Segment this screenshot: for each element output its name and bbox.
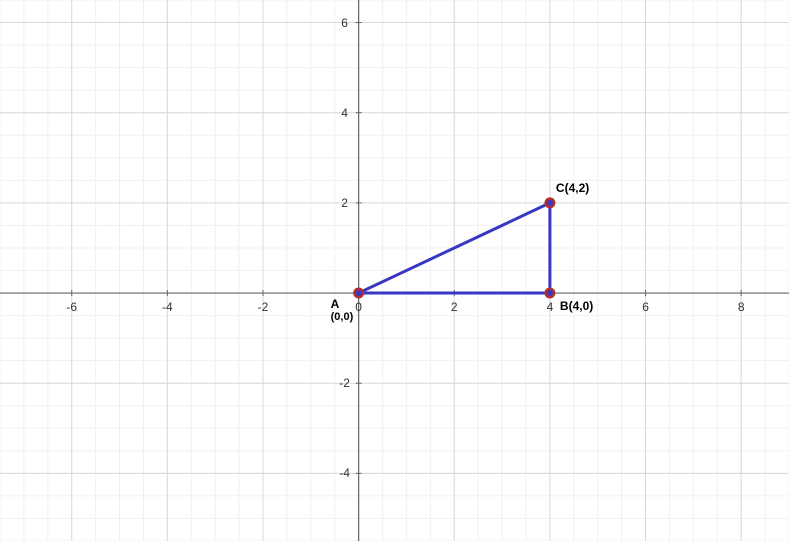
point-label-A: A(0,0) — [331, 297, 354, 323]
plot-svg — [0, 0, 789, 541]
point-label-B: B(4,0) — [560, 299, 593, 313]
x-tick-label: -2 — [258, 300, 269, 314]
y-tick-label: 2 — [341, 196, 348, 210]
point-label-main: A — [331, 297, 354, 311]
x-tick-label: -4 — [162, 300, 173, 314]
vertex-marker-inner — [547, 290, 553, 296]
y-tick-label: 4 — [341, 106, 348, 120]
x-tick-label: 2 — [451, 300, 458, 314]
y-tick-label: -2 — [339, 376, 350, 390]
y-tick-label: -4 — [339, 466, 350, 480]
x-tick-label: 8 — [738, 300, 745, 314]
coordinate-plane: -6 -4 -2 0 2 4 6 8 -4 -2 2 4 6 A(0,0) B(4,0) C(4,2) — [0, 0, 789, 541]
point-label-sub: (0,0) — [331, 311, 354, 323]
x-tick-label: 0 — [355, 300, 362, 314]
x-tick-label: 4 — [547, 300, 554, 314]
vertex-marker-inner — [356, 290, 362, 296]
y-tick-label: 6 — [341, 16, 348, 30]
vertex-marker-inner — [547, 200, 553, 206]
x-tick-label: -6 — [66, 300, 77, 314]
point-label-C: C(4,2) — [556, 181, 589, 195]
x-tick-label: 6 — [642, 300, 649, 314]
